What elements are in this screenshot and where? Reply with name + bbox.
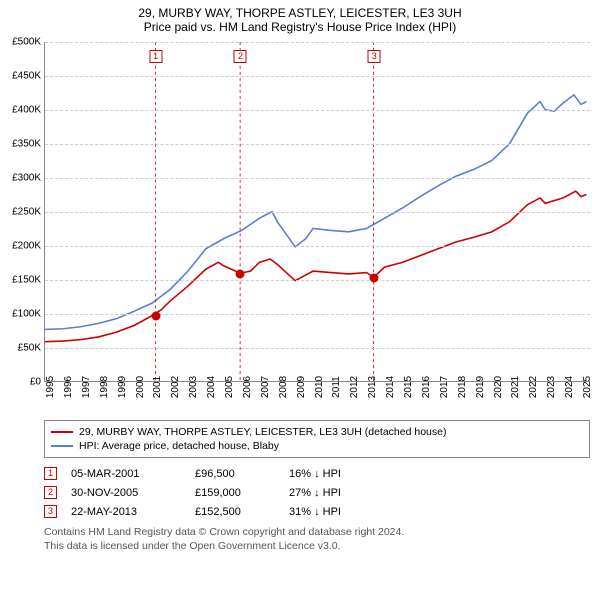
legend-row: 29, MURBY WAY, THORPE ASTLEY, LEICESTER,…: [51, 425, 583, 439]
y-axis-label: £200K: [12, 241, 45, 252]
table-delta: 31% ↓ HPI: [289, 506, 379, 518]
y-axis-label: £50K: [18, 343, 45, 354]
y-axis-label: £300K: [12, 173, 45, 184]
marker-table: 1 05-MAR-2001 £96,500 16% ↓ HPI 2 30-NOV-2005…: [44, 464, 590, 521]
table-date: 05-MAR-2001: [71, 468, 181, 480]
series-line: [45, 191, 586, 342]
x-axis-label: 2013: [367, 376, 378, 398]
table-price: £96,500: [195, 468, 275, 480]
y-axis-label: £350K: [12, 139, 45, 150]
marker-number-box: 3: [368, 50, 381, 63]
x-axis-label: 1997: [81, 376, 92, 398]
table-marker-box: 2: [44, 486, 57, 499]
plot-region: £0£50K£100K£150K£200K£250K£300K£350K£400…: [44, 42, 590, 382]
gridline: [45, 246, 590, 247]
x-axis-label: 1996: [63, 376, 74, 398]
gridline: [45, 144, 590, 145]
x-axis-label: 2011: [331, 376, 342, 398]
y-axis-label: £150K: [12, 275, 45, 286]
x-axis-label: 2012: [349, 376, 360, 398]
chart-title: 29, MURBY WAY, THORPE ASTLEY, LEICESTER,…: [0, 0, 600, 20]
marker-number-box: 1: [149, 50, 162, 63]
gridline: [45, 42, 590, 43]
x-axis-label: 2004: [206, 376, 217, 398]
marker-dot: [236, 269, 245, 278]
table-marker-box: 1: [44, 467, 57, 480]
legend-label: 29, MURBY WAY, THORPE ASTLEY, LEICESTER,…: [79, 426, 446, 438]
x-axis-label: 1999: [117, 376, 128, 398]
legend-swatch: [51, 431, 73, 433]
marker-dot: [370, 274, 379, 283]
chart-container: 29, MURBY WAY, THORPE ASTLEY, LEICESTER,…: [0, 0, 600, 590]
x-axis-label: 1995: [45, 376, 56, 398]
x-axis-label: 2010: [314, 376, 325, 398]
x-axis-label: 2007: [260, 376, 271, 398]
table-delta: 16% ↓ HPI: [289, 468, 379, 480]
gridline: [45, 178, 590, 179]
x-axis-label: 2005: [224, 376, 235, 398]
x-axis-label: 2017: [439, 376, 450, 398]
legend-label: HPI: Average price, detached house, Blab…: [79, 440, 279, 452]
x-axis-label: 2000: [135, 376, 146, 398]
x-axis-label: 1998: [99, 376, 110, 398]
y-axis-label: £400K: [12, 105, 45, 116]
table-date: 22-MAY-2013: [71, 506, 181, 518]
gridline: [45, 348, 590, 349]
x-axis-label: 2009: [296, 376, 307, 398]
x-axis-label: 2020: [493, 376, 504, 398]
x-axis-label: 2024: [564, 376, 575, 398]
x-axis-label: 2025: [582, 376, 593, 398]
table-price: £152,500: [195, 506, 275, 518]
legend-swatch: [51, 445, 73, 447]
footer-line-1: Contains HM Land Registry data © Crown c…: [44, 525, 590, 539]
gridline: [45, 314, 590, 315]
x-axis-label: 2002: [170, 376, 181, 398]
legend: 29, MURBY WAY, THORPE ASTLEY, LEICESTER,…: [44, 420, 590, 458]
x-axis-label: 2022: [528, 376, 539, 398]
table-row: 2 30-NOV-2005 £159,000 27% ↓ HPI: [44, 483, 590, 502]
gridline: [45, 110, 590, 111]
x-axis-label: 2019: [475, 376, 486, 398]
x-axis-label: 2008: [278, 376, 289, 398]
y-axis-label: £450K: [12, 71, 45, 82]
x-axis-label: 2021: [510, 376, 521, 398]
gridline: [45, 280, 590, 281]
legend-row: HPI: Average price, detached house, Blab…: [51, 439, 583, 453]
y-axis-label: £500K: [12, 37, 45, 48]
footer-line-2: This data is licensed under the Open Gov…: [44, 539, 590, 553]
table-row: 3 22-MAY-2013 £152,500 31% ↓ HPI: [44, 502, 590, 521]
x-axis-label: 2003: [188, 376, 199, 398]
x-axis-label: 2015: [403, 376, 414, 398]
gridline: [45, 212, 590, 213]
table-date: 30-NOV-2005: [71, 487, 181, 499]
table-row: 1 05-MAR-2001 £96,500 16% ↓ HPI: [44, 464, 590, 483]
footer-attribution: Contains HM Land Registry data © Crown c…: [44, 525, 590, 553]
x-axis-label: 2001: [152, 376, 163, 398]
chart-subtitle: Price paid vs. HM Land Registry's House …: [0, 20, 600, 38]
marker-dot: [151, 312, 160, 321]
x-axis-label: 2006: [242, 376, 253, 398]
marker-number-box: 2: [234, 50, 247, 63]
y-axis-label: £250K: [12, 207, 45, 218]
chart-area: £0£50K£100K£150K£200K£250K£300K£350K£400…: [44, 42, 590, 412]
x-axis-label: 2014: [385, 376, 396, 398]
x-axis-label: 2016: [421, 376, 432, 398]
gridline: [45, 76, 590, 77]
x-axis-label: 2018: [457, 376, 468, 398]
table-delta: 27% ↓ HPI: [289, 487, 379, 499]
x-axis-label: 2023: [546, 376, 557, 398]
table-marker-box: 3: [44, 505, 57, 518]
y-axis-label: £100K: [12, 309, 45, 320]
y-axis-label: £0: [30, 377, 45, 388]
table-price: £159,000: [195, 487, 275, 499]
